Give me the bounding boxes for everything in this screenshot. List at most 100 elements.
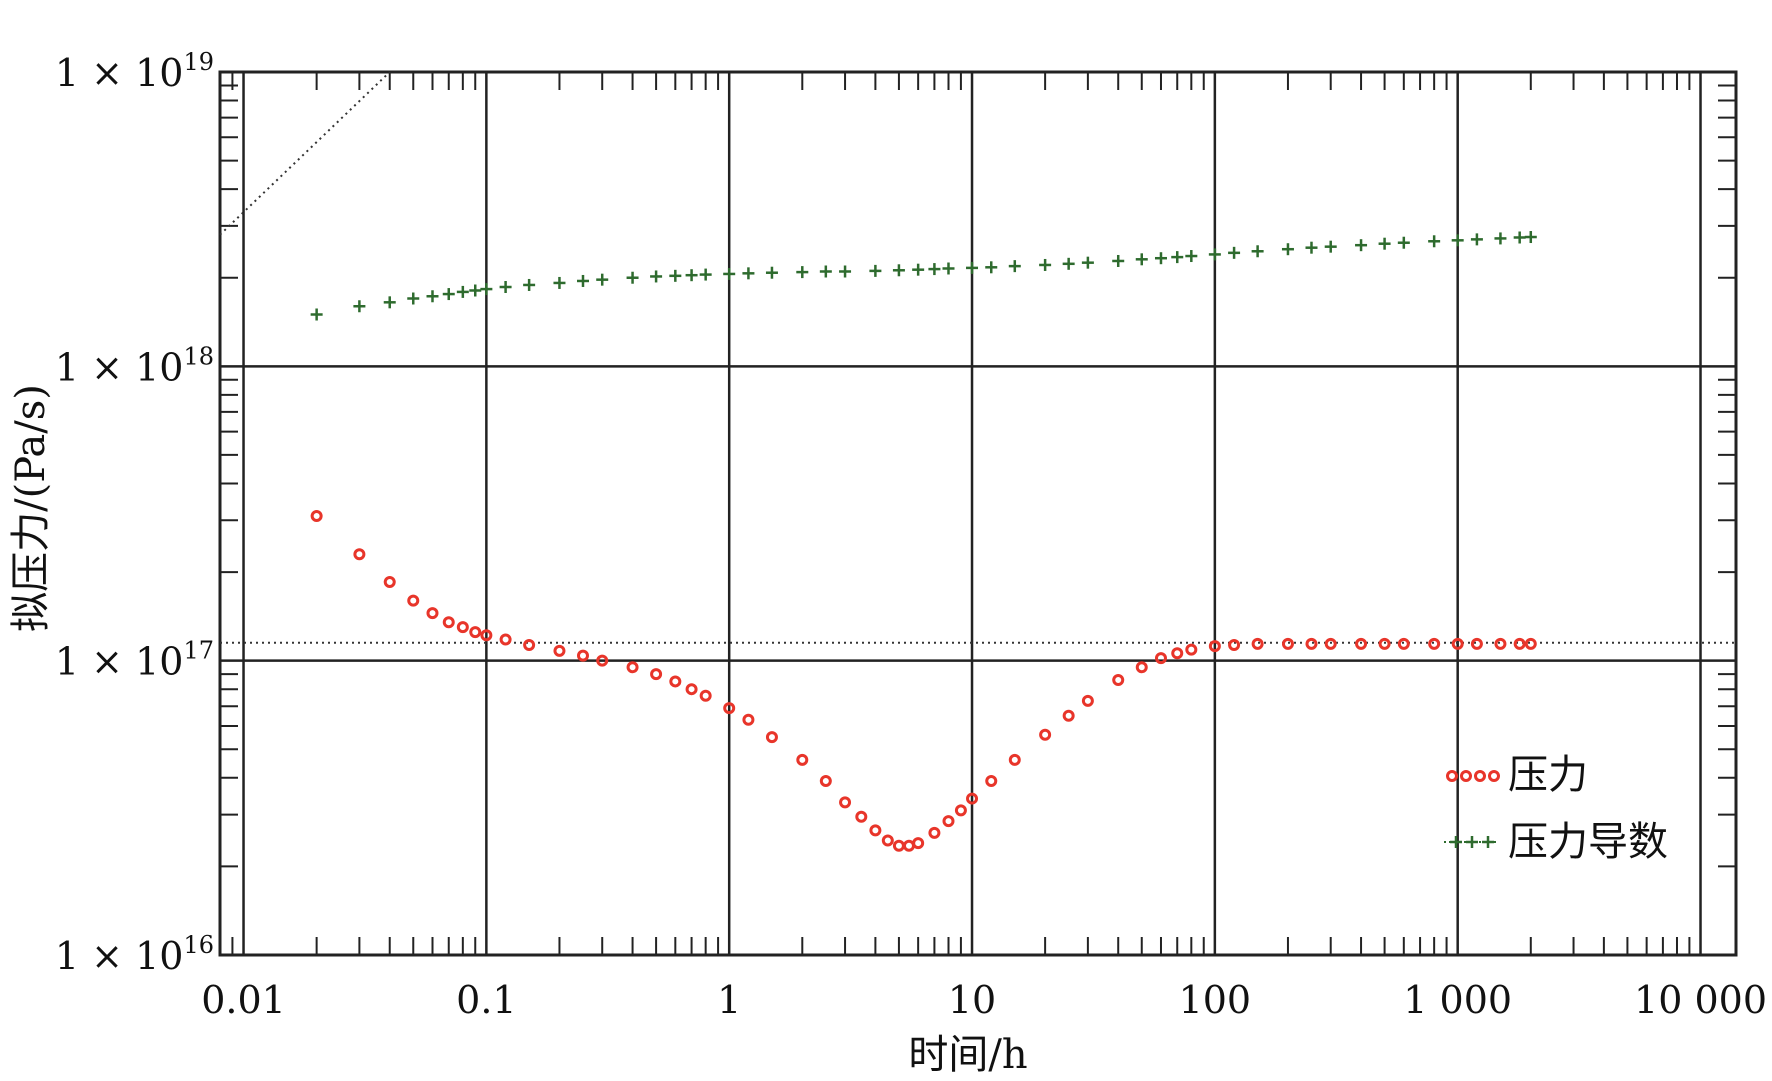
x-tick-labels: 0.01 0.1 1 10 100 1 000 10 000 (201, 978, 1767, 1022)
legend-point (1482, 836, 1494, 848)
data-point (353, 548, 366, 561)
data-point (576, 649, 589, 662)
data-point (499, 281, 512, 294)
data-point (892, 839, 905, 852)
x-tick-label: 1 000 (1403, 978, 1512, 1022)
x-tick-label: 10 (948, 978, 996, 1022)
data-point (1524, 637, 1537, 650)
data-point (596, 654, 609, 667)
data-point (480, 283, 493, 296)
legend-point (1488, 770, 1500, 782)
data-point (1154, 652, 1167, 665)
data-point (1062, 709, 1075, 722)
data-point (1154, 252, 1167, 265)
series-layer (310, 231, 1537, 852)
data-point (966, 792, 979, 805)
reference-lines (219, 71, 1736, 644)
data-point (499, 633, 512, 646)
reference-line-slope (219, 71, 391, 236)
data-point (819, 265, 832, 278)
grid-lines (220, 72, 1736, 955)
data-point (1112, 254, 1125, 267)
data-point (1397, 236, 1410, 249)
legend-point (1460, 770, 1472, 782)
data-point (1062, 257, 1075, 270)
data-point (1081, 694, 1094, 707)
x-axis-title: 时间/h (908, 1032, 1027, 1078)
x-tick-label: 0.1 (456, 978, 516, 1022)
data-point (1281, 637, 1294, 650)
data-point (1081, 256, 1094, 269)
x-tick-label: 10 000 (1634, 978, 1767, 1022)
legend-point (1446, 770, 1458, 782)
data-point (442, 616, 455, 629)
data-point (1524, 231, 1537, 244)
data-point (796, 266, 809, 279)
data-point (912, 263, 925, 276)
data-point (1185, 643, 1198, 656)
plot-frame (218, 70, 1738, 957)
data-point (407, 594, 420, 607)
data-point (1112, 673, 1125, 686)
data-point (456, 621, 469, 634)
data-point (1428, 637, 1441, 650)
data-point (1470, 637, 1483, 650)
data-point (553, 644, 566, 657)
data-point (765, 266, 778, 279)
data-point (942, 262, 955, 275)
data-point (902, 839, 915, 852)
data-point (426, 290, 439, 303)
data-point (1008, 260, 1021, 273)
data-point (469, 626, 482, 639)
legend-marker-pressure (1446, 770, 1500, 782)
series-0 (310, 510, 1537, 852)
legend: 压力 压力导数 (1444, 752, 1668, 865)
data-point (310, 510, 323, 523)
data-point (1451, 234, 1464, 247)
y-tick-label: 1 × 1018 (55, 342, 214, 389)
data-point (576, 274, 589, 287)
data-point (869, 264, 882, 277)
data-point (523, 639, 536, 652)
data-point (626, 661, 639, 674)
data-point (928, 263, 941, 276)
data-point (839, 796, 852, 809)
y-tick-label: 1 × 1016 (55, 931, 214, 978)
legend-point (1474, 770, 1486, 782)
data-point (442, 288, 455, 301)
data-point (1281, 243, 1294, 256)
data-point (1135, 661, 1148, 674)
data-point (839, 265, 852, 278)
data-point (1378, 237, 1391, 250)
data-point (1397, 637, 1410, 650)
data-point (765, 731, 778, 744)
data-point (1171, 647, 1184, 660)
data-point (1228, 246, 1241, 259)
data-point (855, 810, 868, 823)
data-point (650, 270, 663, 283)
y-tick-label: 1 × 1017 (55, 637, 214, 684)
data-point (1324, 637, 1337, 650)
data-point (456, 285, 469, 298)
data-point (553, 276, 566, 289)
series-1 (310, 231, 1537, 321)
data-point (685, 683, 698, 696)
data-point (1171, 251, 1184, 264)
data-point (742, 267, 755, 280)
data-point (1324, 240, 1337, 253)
data-point (383, 296, 396, 309)
data-point (685, 269, 698, 282)
data-point (480, 629, 493, 642)
data-point (626, 271, 639, 284)
data-point (1470, 233, 1483, 246)
x-tick-label: 100 (1179, 978, 1252, 1022)
legend-label-pressure: 压力 (1508, 752, 1588, 798)
data-point (383, 576, 396, 589)
data-point (881, 834, 894, 847)
data-point (353, 300, 366, 313)
x-tick-label: 1 (717, 978, 741, 1022)
data-point (1513, 231, 1526, 244)
data-point (1355, 239, 1368, 252)
data-point (796, 753, 809, 766)
data-point (426, 607, 439, 620)
